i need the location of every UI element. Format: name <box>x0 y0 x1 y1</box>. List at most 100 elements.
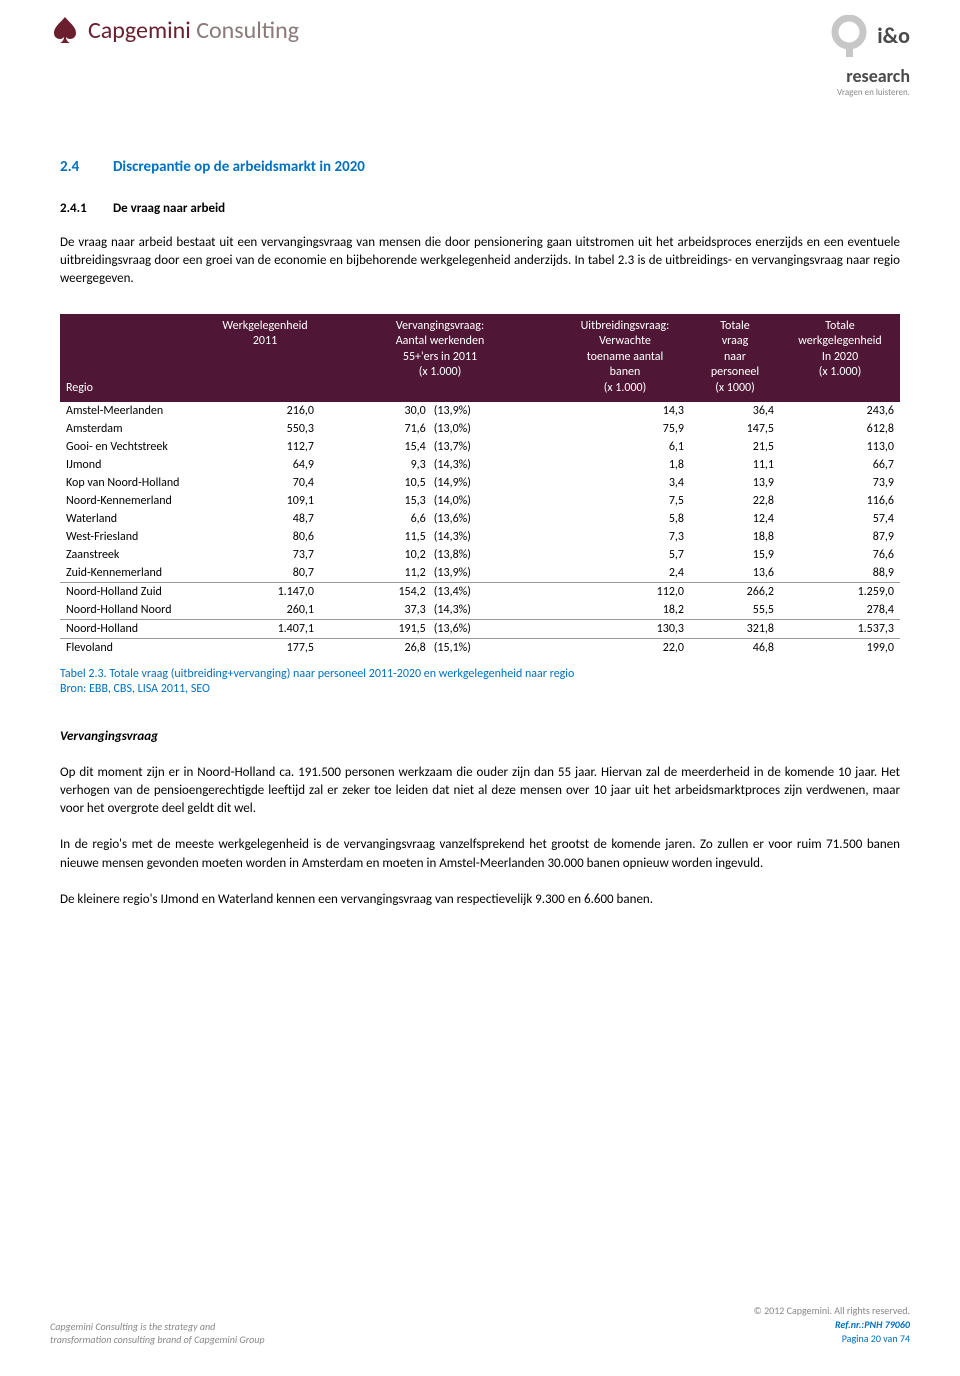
cell-werkgelegenheid: 48,7 <box>210 510 320 528</box>
cell-totaal-vraag: 147,5 <box>690 420 780 438</box>
col-vervangingsvraag: Vervangingsvraag: Aantal werkenden 55+'e… <box>320 314 560 402</box>
cell-totaal-werk: 73,9 <box>780 474 900 492</box>
cell-totaal-werk: 116,6 <box>780 492 900 510</box>
data-table: Regio Werkgelegenheid 2011 Vervangingsvr… <box>60 314 900 657</box>
table-row: Noord-Holland Zuid1.147,0154,2(13,4%)112… <box>60 582 900 601</box>
cell-totaal-vraag: 266,2 <box>690 582 780 601</box>
cell-werkgelegenheid: 550,3 <box>210 420 320 438</box>
cell-uitbreiding: 14,3 <box>560 402 690 420</box>
cell-werkgelegenheid: 216,0 <box>210 402 320 420</box>
cell-totaal-werk: 1.537,3 <box>780 619 900 638</box>
cell-regio: Noord-Holland Noord <box>60 601 210 620</box>
cell-vervanging: 191,5 <box>320 619 432 638</box>
ref-number: Ref.nr.:PNH 79060 <box>753 1318 910 1332</box>
research-text: research <box>824 65 910 87</box>
cell-vervanging: 6,6 <box>320 510 432 528</box>
cell-werkgelegenheid: 177,5 <box>210 638 320 657</box>
col-uitbreidingsvraag: Uitbreidingsvraag: Verwachte toename aan… <box>560 314 690 402</box>
cell-vervanging: 10,2 <box>320 546 432 564</box>
cell-uitbreiding: 3,4 <box>560 474 690 492</box>
cell-totaal-werk: 612,8 <box>780 420 900 438</box>
cell-totaal-vraag: 13,6 <box>690 564 780 583</box>
footer-left: Capgemini Consulting is the strategy and… <box>50 1320 265 1346</box>
cell-regio: Flevoland <box>60 638 210 657</box>
cell-pct: (13,9%) <box>432 564 560 583</box>
question-mark-icon <box>824 15 874 65</box>
table-row: Zuid-Kennemerland80,711,2(13,9%)2,413,68… <box>60 564 900 583</box>
cell-uitbreiding: 1,8 <box>560 456 690 474</box>
cell-uitbreiding: 5,8 <box>560 510 690 528</box>
table-row: Noord-Holland1.407,1191,5(13,6%)130,3321… <box>60 619 900 638</box>
table-row: Noord-Holland Noord260,137,3(14,3%)18,25… <box>60 601 900 620</box>
cell-pct: (13,9%) <box>432 402 560 420</box>
vervangingsvraag-heading: Vervangingsvraag <box>60 728 900 746</box>
vervangingsvraag-p2: In de regio's met de meeste werkgelegenh… <box>60 836 900 872</box>
cell-vervanging: 9,3 <box>320 456 432 474</box>
copyright-text: © 2012 Capgemini. All rights reserved. <box>753 1304 910 1318</box>
cell-pct: (14,3%) <box>432 528 560 546</box>
cell-regio: Amsterdam <box>60 420 210 438</box>
cell-totaal-vraag: 46,8 <box>690 638 780 657</box>
cell-totaal-vraag: 55,5 <box>690 601 780 620</box>
table-row: Waterland48,76,6(13,6%)5,812,457,4 <box>60 510 900 528</box>
cell-totaal-vraag: 12,4 <box>690 510 780 528</box>
tagline-text: Vragen en luisteren. <box>824 87 910 98</box>
table-row: Zaanstreek73,710,2(13,8%)5,715,976,6 <box>60 546 900 564</box>
page-footer: Capgemini Consulting is the strategy and… <box>0 1304 960 1346</box>
cell-werkgelegenheid: 70,4 <box>210 474 320 492</box>
cell-pct: (13,4%) <box>432 582 560 601</box>
cell-werkgelegenheid: 73,7 <box>210 546 320 564</box>
table-row: IJmond64,99,3(14,3%)1,811,166,7 <box>60 456 900 474</box>
table-row: Noord-Kennemerland109,115,3(14,0%)7,522,… <box>60 492 900 510</box>
cell-uitbreiding: 130,3 <box>560 619 690 638</box>
col-werkgelegenheid: Werkgelegenheid 2011 <box>210 314 320 402</box>
cell-vervanging: 15,4 <box>320 438 432 456</box>
cell-regio: Waterland <box>60 510 210 528</box>
page-number: Pagina 20 van 74 <box>753 1332 910 1346</box>
cell-uitbreiding: 75,9 <box>560 420 690 438</box>
cell-pct: (13,8%) <box>432 546 560 564</box>
cell-werkgelegenheid: 80,7 <box>210 564 320 583</box>
cell-werkgelegenheid: 1.147,0 <box>210 582 320 601</box>
cell-werkgelegenheid: 1.407,1 <box>210 619 320 638</box>
cell-werkgelegenheid: 64,9 <box>210 456 320 474</box>
cell-regio: Noord-Holland <box>60 619 210 638</box>
cell-totaal-werk: 113,0 <box>780 438 900 456</box>
subsection-heading: 2.4.1 De vraag naar arbeid <box>60 201 900 216</box>
table-row: Flevoland177,526,8(15,1%)22,046,8199,0 <box>60 638 900 657</box>
page-header: Capgemini Consulting i&o research Vragen… <box>0 0 960 98</box>
cell-totaal-werk: 87,9 <box>780 528 900 546</box>
cell-totaal-werk: 199,0 <box>780 638 900 657</box>
cell-pct: (14,3%) <box>432 601 560 620</box>
logo-text: Capgemini Consulting <box>88 16 299 45</box>
cell-totaal-vraag: 11,1 <box>690 456 780 474</box>
table-caption: Tabel 2.3. Totale vraag (uitbreiding+ver… <box>60 667 900 698</box>
cell-uitbreiding: 7,5 <box>560 492 690 510</box>
cell-regio: West-Friesland <box>60 528 210 546</box>
col-totale-vraag: Totale vraag naar personeel (x 1000) <box>690 314 780 402</box>
cell-regio: IJmond <box>60 456 210 474</box>
cell-regio: Zaanstreek <box>60 546 210 564</box>
cell-vervanging: 10,5 <box>320 474 432 492</box>
cell-pct: (13,6%) <box>432 619 560 638</box>
cell-totaal-vraag: 13,9 <box>690 474 780 492</box>
cell-vervanging: 26,8 <box>320 638 432 657</box>
cell-totaal-vraag: 18,8 <box>690 528 780 546</box>
col-totale-werkgelegenheid: Totale werkgelegenheid In 2020 (x 1.000) <box>780 314 900 402</box>
vervangingsvraag-p1: Op dit moment zijn er in Noord-Holland c… <box>60 764 900 819</box>
intro-paragraph: De vraag naar arbeid bestaat uit een ver… <box>60 234 900 289</box>
vervangingsvraag-p3: De kleinere regio's IJmond en Waterland … <box>60 891 900 909</box>
cell-vervanging: 11,5 <box>320 528 432 546</box>
section-number: 2.4 <box>60 158 110 176</box>
cell-totaal-werk: 76,6 <box>780 546 900 564</box>
table-row: Kop van Noord-Holland70,410,5(14,9%)3,41… <box>60 474 900 492</box>
cell-regio: Zuid-Kennemerland <box>60 564 210 583</box>
cell-werkgelegenheid: 80,6 <box>210 528 320 546</box>
cell-regio: Gooi- en Vechtstreek <box>60 438 210 456</box>
cell-uitbreiding: 6,1 <box>560 438 690 456</box>
cell-totaal-werk: 88,9 <box>780 564 900 583</box>
col-regio: Regio <box>60 314 210 402</box>
cell-totaal-vraag: 22,8 <box>690 492 780 510</box>
cell-pct: (14,3%) <box>432 456 560 474</box>
section-heading: 2.4 Discrepantie op de arbeidsmarkt in 2… <box>60 158 900 176</box>
